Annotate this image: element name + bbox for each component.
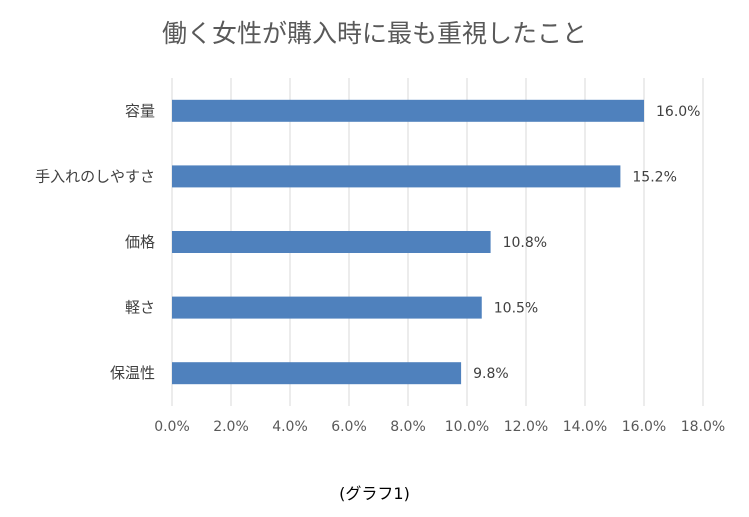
value-label: 10.8% [503,235,547,251]
category-label: 容量 [125,102,155,120]
category-label: 価格 [125,233,155,251]
bar [172,165,621,188]
bar [172,99,644,122]
x-tick-label: 18.0% [681,419,725,435]
category-label: 軽さ [125,299,155,317]
bar [172,362,462,385]
x-tick-label: 14.0% [563,419,607,435]
bar [172,231,491,253]
value-label: 9.8% [473,366,509,382]
x-tick-label: 8.0% [390,419,426,435]
bars [172,99,644,385]
x-tick-label: 4.0% [272,419,308,435]
labels: 0.0% 2.0% 4.0% 6.0% 8.0% 10.0% 12.0% 14.0% 16.0%… [35,102,725,435]
x-tick-label: 2.0% [213,419,249,435]
chart-caption: (グラフ1) [339,484,410,503]
bar [172,296,482,319]
x-tick-label: 6.0% [331,419,367,435]
x-tick-label: 12.0% [504,419,548,435]
chart-title: 働く女性が購入時に最も重視したこと [161,19,587,48]
value-label: 16.0% [656,104,700,120]
value-label: 15.2% [632,169,676,185]
value-label: 10.5% [494,301,538,317]
x-tick-label: 16.0% [622,419,666,435]
category-label: 保温性 [110,364,155,382]
x-tick-label: 10.0% [445,419,489,435]
category-label: 手入れのしやすさ [35,167,155,185]
x-tick-label: 0.0% [154,419,190,435]
